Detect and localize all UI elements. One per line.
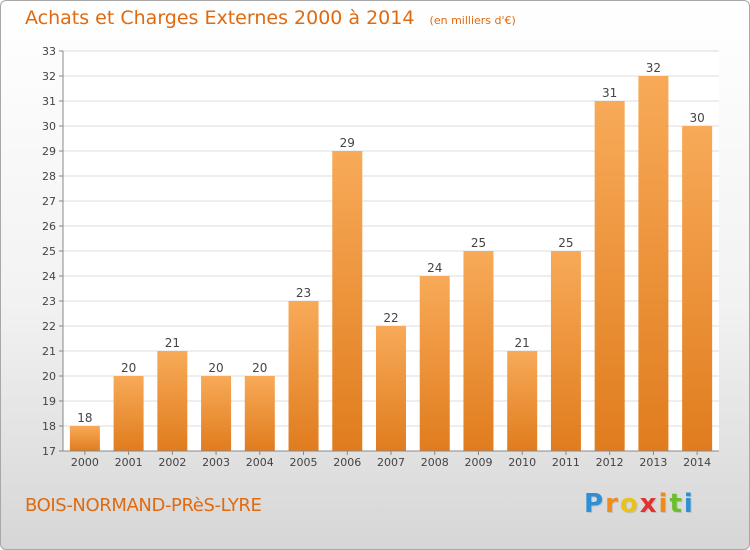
bar-value-label: 21 [515,336,530,350]
logo-letter: i [683,489,695,519]
bar [69,426,100,451]
chart-title-text: Achats et Charges Externes 2000 à 2014 [25,7,415,29]
logo-letter: x [639,489,659,519]
chart-unit: (en milliers d'€) [429,14,516,27]
x-tick-label: 2000 [71,456,99,469]
logo-letter: r [605,489,620,519]
bar-value-label: 18 [77,411,92,425]
x-tick-label: 2005 [290,456,318,469]
x-tick-label: 2013 [639,456,667,469]
bar [376,326,406,451]
bar-value-label: 32 [646,61,661,75]
y-tick-label: 24 [42,270,56,283]
bar [288,301,319,451]
bar [463,251,494,451]
bar-value-label: 25 [558,236,573,250]
axes: 17 18 19 20 21 22 23 24 25 26 27 28 29 30 31 32 33 2000 20… [42,45,719,469]
bar [201,376,232,451]
bar-value-label: 25 [471,236,486,250]
chart-title: Achats et Charges Externes 2000 à 2014 (… [25,7,516,29]
bar [157,351,188,451]
bar-value-label: 20 [252,361,267,375]
x-tick-label: 2010 [508,456,536,469]
y-tick-label: 32 [42,70,56,83]
x-tick-label: 2014 [683,456,711,469]
bar [682,126,713,451]
y-tick-label: 23 [42,295,56,308]
logo-letter: t [669,489,684,519]
y-tick-label: 20 [42,370,56,383]
bar-value-label: 22 [383,311,398,325]
bar [638,76,669,451]
x-tick-label: 2006 [333,456,361,469]
proxiti-logo: Proxiti [584,489,695,519]
y-tick-label: 25 [42,245,56,258]
bar-value-label: 24 [427,261,442,275]
x-tick-label: 2009 [464,456,492,469]
bar [419,276,450,451]
logo-letter: o [619,489,640,519]
commune-name: BOIS-NORMAND-PRèS-LYRE [25,495,262,516]
bar [113,376,144,451]
x-tick-label: 2001 [115,456,143,469]
x-tick-label: 2004 [246,456,274,469]
bar-value-label: 31 [602,86,617,100]
y-tick-label: 29 [42,145,56,158]
logo-letter: P [584,489,606,519]
x-tick-label: 2011 [552,456,580,469]
y-tick-label: 19 [42,395,56,408]
bar-value-label: 20 [208,361,223,375]
bar-value-label: 23 [296,286,311,300]
y-tick-label: 27 [42,195,56,208]
logo-letter: i [658,489,670,519]
bar-value-label: 20 [121,361,136,375]
x-tick-label: 2007 [377,456,405,469]
bar-value-label: 30 [689,111,704,125]
x-tick-label: 2012 [596,456,624,469]
bar [550,251,581,451]
y-tick-label: 18 [42,420,56,433]
x-tick-label: 2008 [421,456,449,469]
y-tick-label: 21 [42,345,56,358]
y-tick-label: 22 [42,320,56,333]
y-tick-label: 17 [42,445,56,458]
x-tick-label: 2003 [202,456,230,469]
y-tick-label: 28 [42,170,56,183]
bars: 18 20 21 20 20 23 29 22 24 25 21 25 31 32 30 [69,61,713,451]
bar [332,151,363,451]
y-tick-label: 31 [42,95,56,108]
y-tick-label: 26 [42,220,56,233]
y-tick-label: 33 [42,45,56,58]
bar [594,101,625,451]
x-tick-label: 2002 [158,456,186,469]
bar-value-label: 21 [165,336,180,350]
y-tick-label: 30 [42,120,56,133]
bar-value-label: 29 [340,136,355,150]
bar [507,351,538,451]
bar [244,376,275,451]
